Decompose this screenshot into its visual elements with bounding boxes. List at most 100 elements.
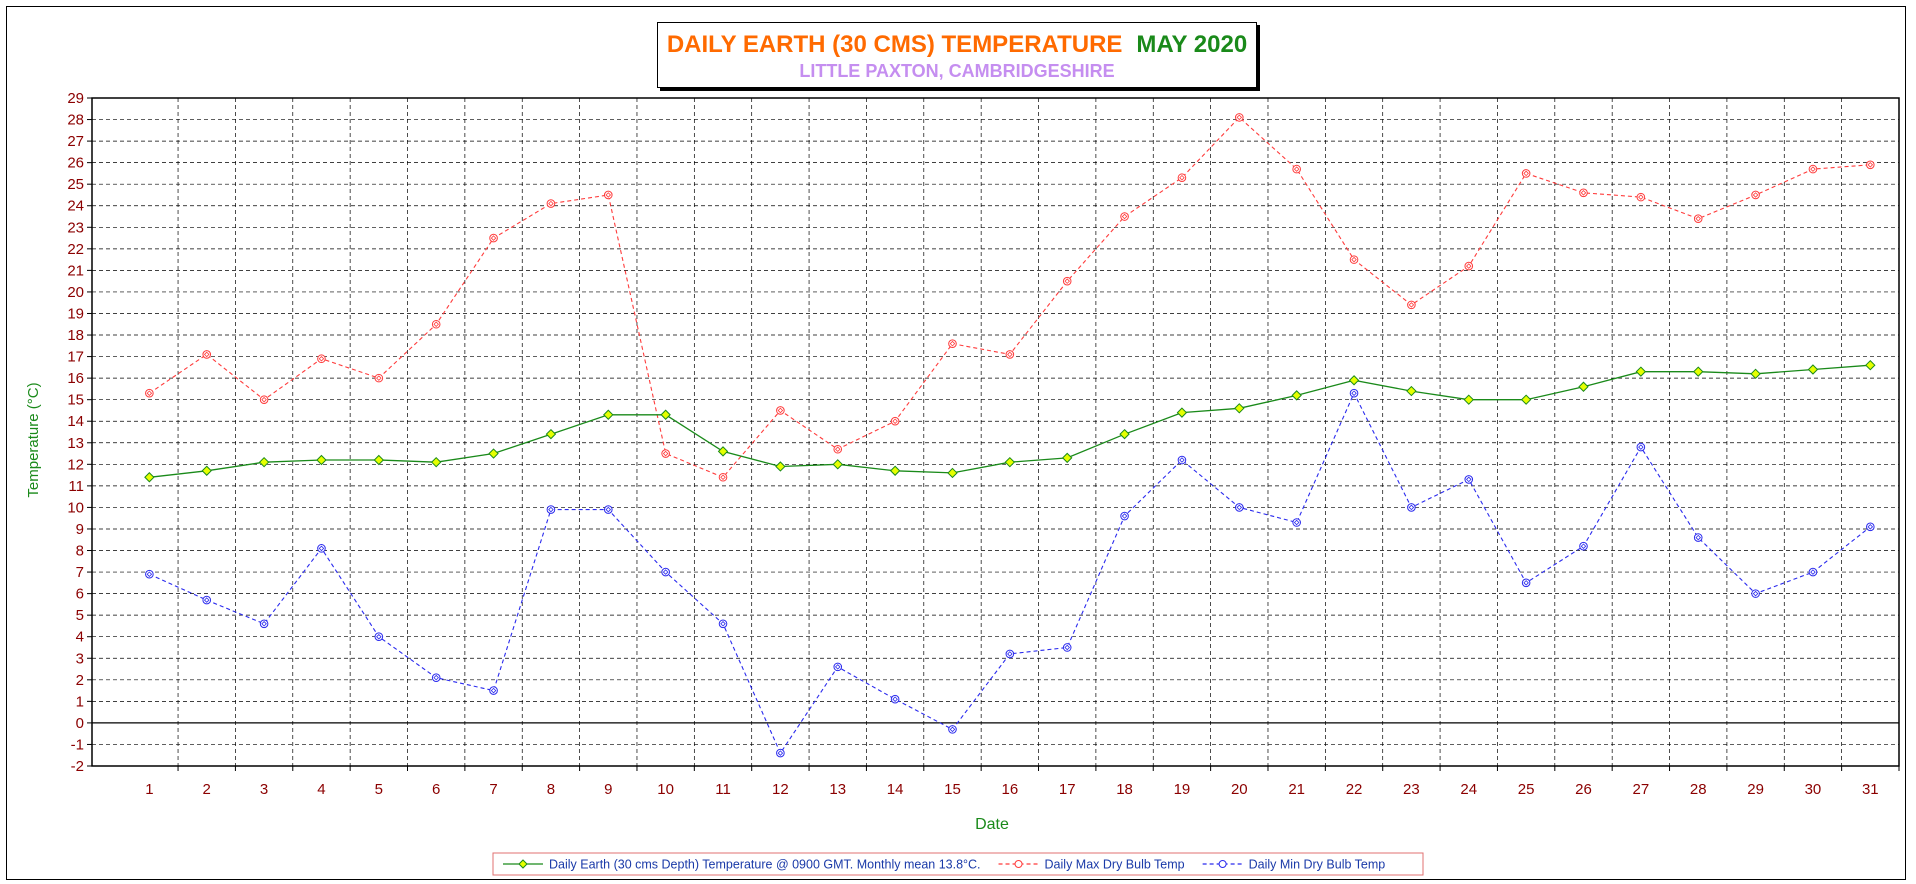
y-tick-label: 21 xyxy=(67,262,84,279)
data-point xyxy=(1751,190,1760,200)
y-tick-label: 12 xyxy=(67,456,84,473)
data-point xyxy=(259,395,269,404)
x-tick-label: 9 xyxy=(604,781,612,798)
data-point-inner xyxy=(318,545,325,552)
data-point xyxy=(431,319,441,329)
data-point xyxy=(1578,381,1589,392)
data-point xyxy=(1005,649,1015,659)
data-point-inner xyxy=(720,474,726,481)
data-point xyxy=(1636,192,1646,202)
data-point xyxy=(1235,113,1244,122)
data-point xyxy=(833,662,843,672)
data-point xyxy=(317,544,326,553)
y-tick-label: 16 xyxy=(67,370,84,387)
x-tick-label: 1 xyxy=(145,781,153,798)
data-point-inner xyxy=(146,390,153,396)
data-point xyxy=(374,632,384,642)
data-point xyxy=(775,461,786,472)
y-tick-label: 20 xyxy=(67,284,84,301)
y-tick-label: 1 xyxy=(76,693,84,710)
data-point xyxy=(1693,214,1703,223)
data-point xyxy=(545,428,557,440)
data-point xyxy=(603,190,613,200)
data-point-inner xyxy=(834,446,841,453)
data-point-inner xyxy=(1465,263,1472,269)
series-lines xyxy=(144,113,1876,758)
y-tick-label: 8 xyxy=(76,543,84,560)
x-tick-label: 22 xyxy=(1346,781,1363,798)
x-tick-label: 20 xyxy=(1231,781,1248,798)
x-tick-label: 31 xyxy=(1862,781,1879,798)
data-point xyxy=(1635,366,1647,377)
x-tick-label: 7 xyxy=(489,781,497,798)
data-point xyxy=(660,409,671,420)
y-axis-label: Temperature (°C) xyxy=(25,382,42,497)
data-point xyxy=(1177,173,1187,183)
y-tick-label: 26 xyxy=(67,155,84,172)
y-tick-label: 25 xyxy=(67,176,84,193)
legend-label: Daily Min Dry Bulb Temp xyxy=(1249,858,1386,872)
data-point xyxy=(145,569,154,579)
chart-subtitle: LITTLE PAXTON, CAMBRIDGESHIRE xyxy=(799,61,1115,81)
legend-box xyxy=(492,852,1424,876)
data-point-inner xyxy=(1867,162,1874,168)
data-point-inner xyxy=(203,351,210,358)
data-point xyxy=(1062,643,1072,652)
y-tick-label: 11 xyxy=(68,478,84,495)
data-point xyxy=(1520,394,1532,405)
x-tick-label: 12 xyxy=(772,781,789,798)
data-point-inner xyxy=(1638,444,1644,450)
data-point xyxy=(1693,533,1703,542)
data-point-inner xyxy=(1121,513,1128,519)
data-point xyxy=(948,725,957,734)
y-tick-label: 28 xyxy=(67,112,84,129)
y-tick-label: 9 xyxy=(76,521,84,538)
data-point-inner xyxy=(777,750,784,756)
data-point xyxy=(947,467,958,479)
y-tick-label: 13 xyxy=(67,435,84,452)
data-point-inner xyxy=(1695,534,1701,541)
data-point-inner xyxy=(1523,170,1529,177)
data-point-inner xyxy=(662,569,669,575)
data-point xyxy=(890,416,900,426)
x-tick-label: 10 xyxy=(657,781,674,798)
y-tick-label: 3 xyxy=(76,650,84,667)
y-tick-label: 6 xyxy=(76,586,84,603)
data-point-inner xyxy=(548,506,554,513)
x-tick-label: 11 xyxy=(715,781,731,798)
data-point-inner xyxy=(1695,215,1701,222)
data-point-inner xyxy=(1408,302,1415,308)
data-point-inner xyxy=(1465,476,1472,483)
data-point-inner xyxy=(777,407,784,414)
data-point xyxy=(776,406,785,415)
data-point xyxy=(1464,261,1474,271)
x-tick-label: 27 xyxy=(1633,781,1650,798)
data-point-inner xyxy=(1121,213,1128,220)
x-tick-label: 19 xyxy=(1174,781,1191,798)
data-point-inner xyxy=(146,571,153,577)
data-point xyxy=(1464,475,1474,484)
data-point-inner xyxy=(1580,190,1587,196)
data-point xyxy=(1579,541,1588,551)
series-2 xyxy=(145,113,1875,482)
data-point xyxy=(1292,518,1301,527)
data-point xyxy=(1407,300,1416,310)
x-tick-label: 6 xyxy=(432,781,440,798)
data-point xyxy=(1521,169,1531,178)
data-point xyxy=(1120,212,1129,221)
data-point-inner xyxy=(1867,524,1874,530)
data-point-inner xyxy=(433,674,439,681)
data-point-inner xyxy=(1007,651,1013,657)
data-point xyxy=(1866,160,1875,170)
series-3 xyxy=(145,388,1875,758)
data-point-inner xyxy=(1351,390,1357,396)
y-tick-label: 0 xyxy=(76,715,84,732)
data-point xyxy=(145,388,154,398)
data-point xyxy=(317,354,326,364)
data-point-inner xyxy=(261,621,267,627)
data-point xyxy=(489,686,498,695)
x-tick-label: 14 xyxy=(887,781,904,798)
data-point-inner xyxy=(1752,590,1759,597)
x-tick-label: 17 xyxy=(1059,781,1076,798)
